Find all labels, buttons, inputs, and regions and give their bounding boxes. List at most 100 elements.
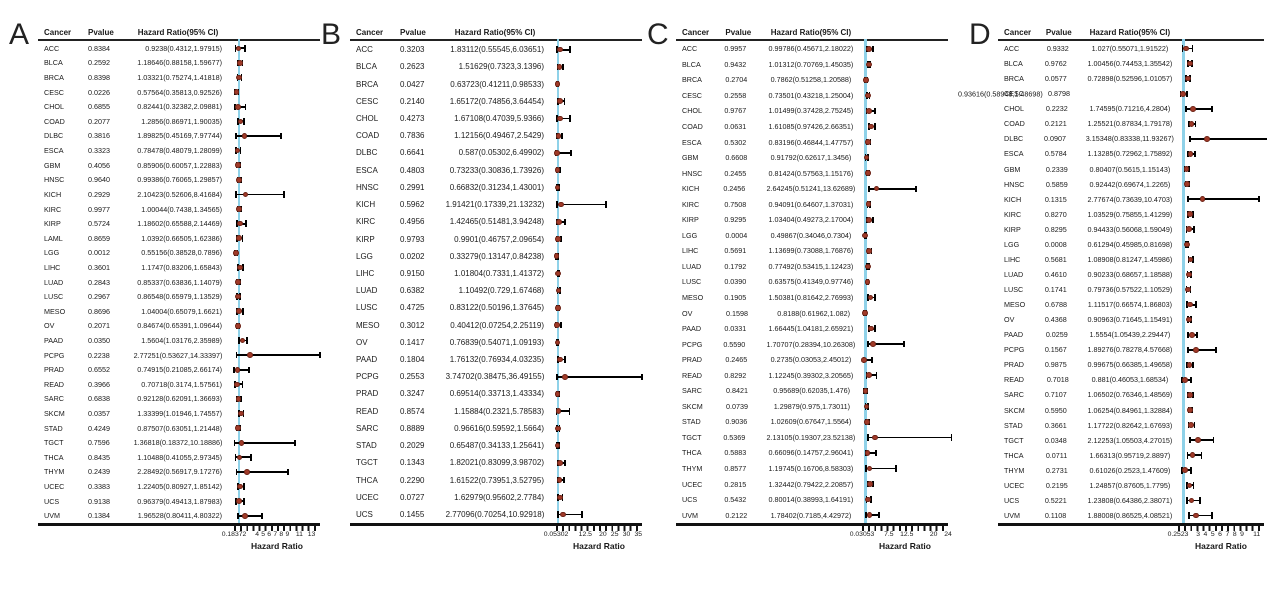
hr-marker	[555, 270, 562, 277]
pvalue-value: 0.8421	[726, 386, 748, 396]
ci-plot-cell	[554, 334, 642, 351]
cancer-label: PAAD	[44, 335, 64, 345]
ci-text: 1.1747(0.83206,1.65843)	[141, 262, 222, 272]
ci-plot-cell	[863, 150, 948, 166]
ci-whisker	[234, 368, 249, 371]
hr-marker	[236, 235, 242, 242]
ci-cap-right	[246, 337, 248, 344]
hr-marker	[1184, 75, 1191, 82]
ci-cap-right	[871, 356, 873, 364]
cancer-label: OV	[682, 308, 693, 318]
ci-cap-right	[1192, 482, 1195, 489]
pvalue-value: 0.7836	[400, 131, 425, 141]
ci-cap-right	[1194, 301, 1197, 308]
ci-plot-cell	[862, 383, 948, 399]
axis-tick-label: 6	[1218, 531, 1222, 538]
ci-plot-cell	[1184, 267, 1264, 282]
ci-text: 0.83122(0.50196,1.37645)	[449, 303, 544, 313]
ci-whisker	[556, 152, 572, 154]
pvalue-value: 0.0711	[1045, 450, 1068, 460]
axis-tick-label: 7	[273, 531, 278, 538]
ci-plot-cell	[862, 228, 948, 244]
ci-plot-cell	[1184, 312, 1264, 327]
cancer-label: KICH	[44, 189, 62, 199]
cancer-label: HNSC	[44, 175, 65, 185]
ci-cap-right	[242, 308, 244, 315]
ci-cap-left	[1181, 45, 1184, 52]
pvalue-value: 0.5302	[724, 137, 747, 147]
forest-row: CHOL 0.6855 0.82441(0.32382,2.09881)	[38, 99, 320, 114]
hr-marker	[1189, 452, 1196, 459]
forest-row: STAD 0.9036 1.02609(0.67647,1.5564)	[676, 414, 948, 430]
forest-row: HNSC 0.2455 0.81424(0.57563,1.15176)	[676, 165, 948, 181]
axis-tick-label: 5	[261, 531, 266, 538]
cancer-label: HNSC	[682, 168, 703, 178]
forest-row: TGCT 0.7596 1.36818(0.18372,10.18886)	[38, 435, 320, 450]
hr-marker	[866, 216, 872, 223]
ci-cap-left	[1181, 376, 1183, 384]
axis-tick-label: 9	[1240, 531, 1244, 538]
forest-row: SKCM 0.0739 1.29879(0.975,1.73011)	[676, 399, 948, 415]
hr-marker	[1187, 211, 1193, 218]
forest-row: LIHC 0.5681 1.08908(0.81247,1.45986)	[998, 252, 1264, 267]
ci-cap-left	[234, 45, 237, 52]
header-rule	[676, 39, 948, 41]
ci-cap-right	[244, 220, 247, 227]
forest-row: READ 0.8292 1.12245(0.39302,3.20565)	[676, 367, 948, 383]
forest-row: LUAD 0.4610 0.90233(0.68657,1.18588)	[998, 267, 1264, 282]
ci-text: 1.32442(0.79422,2.20857)	[768, 479, 854, 489]
forest-row: DLBC 0.0907 3.15348(0.83338,11.93267)	[998, 131, 1267, 146]
pvalue-value: 0.0577	[1044, 74, 1067, 84]
pvalue-value: 0.8270	[1044, 209, 1067, 219]
ci-whisker	[557, 513, 582, 516]
hr-marker	[233, 89, 240, 95]
ci-cap-right	[562, 63, 565, 71]
ci-text: 2.28492(0.56917,9.17276)	[137, 467, 222, 477]
cancer-label: COAD	[356, 131, 380, 141]
hr-marker	[870, 341, 877, 347]
ci-text: 1.01312(0.70769,1.45035)	[768, 59, 854, 69]
ci-plot-cell	[1182, 327, 1264, 342]
ci-plot-cell	[234, 114, 320, 129]
cancer-label: SARC	[682, 386, 702, 396]
forest-row: OV 0.2071 0.84674(0.65391,1.09644)	[38, 319, 320, 334]
cancer-label: PAAD	[1004, 330, 1024, 340]
ci-plot-cell	[865, 259, 948, 275]
ci-text: 1.00044(0.7438,1.34565)	[141, 204, 222, 214]
cancer-label: PCPG	[356, 372, 379, 382]
ci-text: 1.03404(0.49273,2.17004)	[768, 215, 854, 225]
ci-cap-right	[319, 351, 321, 359]
cancer-label: CHOL	[682, 106, 702, 116]
forest-row: LIHC 0.5691 1.13699(0.73088,1.76876)	[676, 243, 948, 259]
ci-cap-left	[233, 366, 236, 374]
forest-row: BLCA 0.2592 1.18646(0.88158,1.59677)	[38, 56, 320, 71]
hr-marker	[1188, 121, 1195, 127]
pvalue-value: 0.4803	[400, 165, 425, 175]
hr-marker	[1182, 377, 1188, 383]
ci-whisker	[868, 187, 916, 190]
hr-marker	[1193, 346, 1200, 353]
ci-plot-cell	[1184, 387, 1264, 402]
pvalue-value: 0.0357	[88, 409, 110, 419]
ci-cap-right	[1210, 105, 1213, 113]
ci-cap-right	[248, 366, 250, 374]
hr-marker	[237, 220, 243, 227]
ci-text: 1.01804(0.7331,1.41372)	[454, 268, 544, 278]
forest-row: ESCA 0.5302 0.83196(0.46844,1.47757)	[676, 134, 948, 150]
cancer-label: LGG	[44, 248, 60, 258]
ci-text: 1.33399(1.01946,1.74557)	[137, 409, 222, 419]
ci-cap-left	[867, 340, 870, 348]
forest-row: ESCA 0.5784 1.13285(0.72962,1.75892)	[998, 146, 1264, 161]
ci-text: 0.96379(0.49413,1.87983)	[137, 496, 222, 506]
ci-whisker	[865, 452, 876, 454]
ci-text: 0.79736(0.57522,1.10529)	[1087, 285, 1173, 295]
ci-plot-cell	[1184, 342, 1264, 357]
pvalue-value: 0.1598	[726, 308, 748, 318]
ci-cap-left	[235, 468, 238, 476]
hr-marker	[236, 308, 242, 315]
plot-header-space	[556, 20, 642, 37]
ci-text: 3.15348(0.83338,11.93267)	[1085, 134, 1174, 144]
x-axis-title: Hazard Ratio	[251, 541, 303, 551]
pvalue-value: 0.8295	[1044, 224, 1067, 234]
pvalue-value: 0.9875	[1044, 360, 1067, 370]
